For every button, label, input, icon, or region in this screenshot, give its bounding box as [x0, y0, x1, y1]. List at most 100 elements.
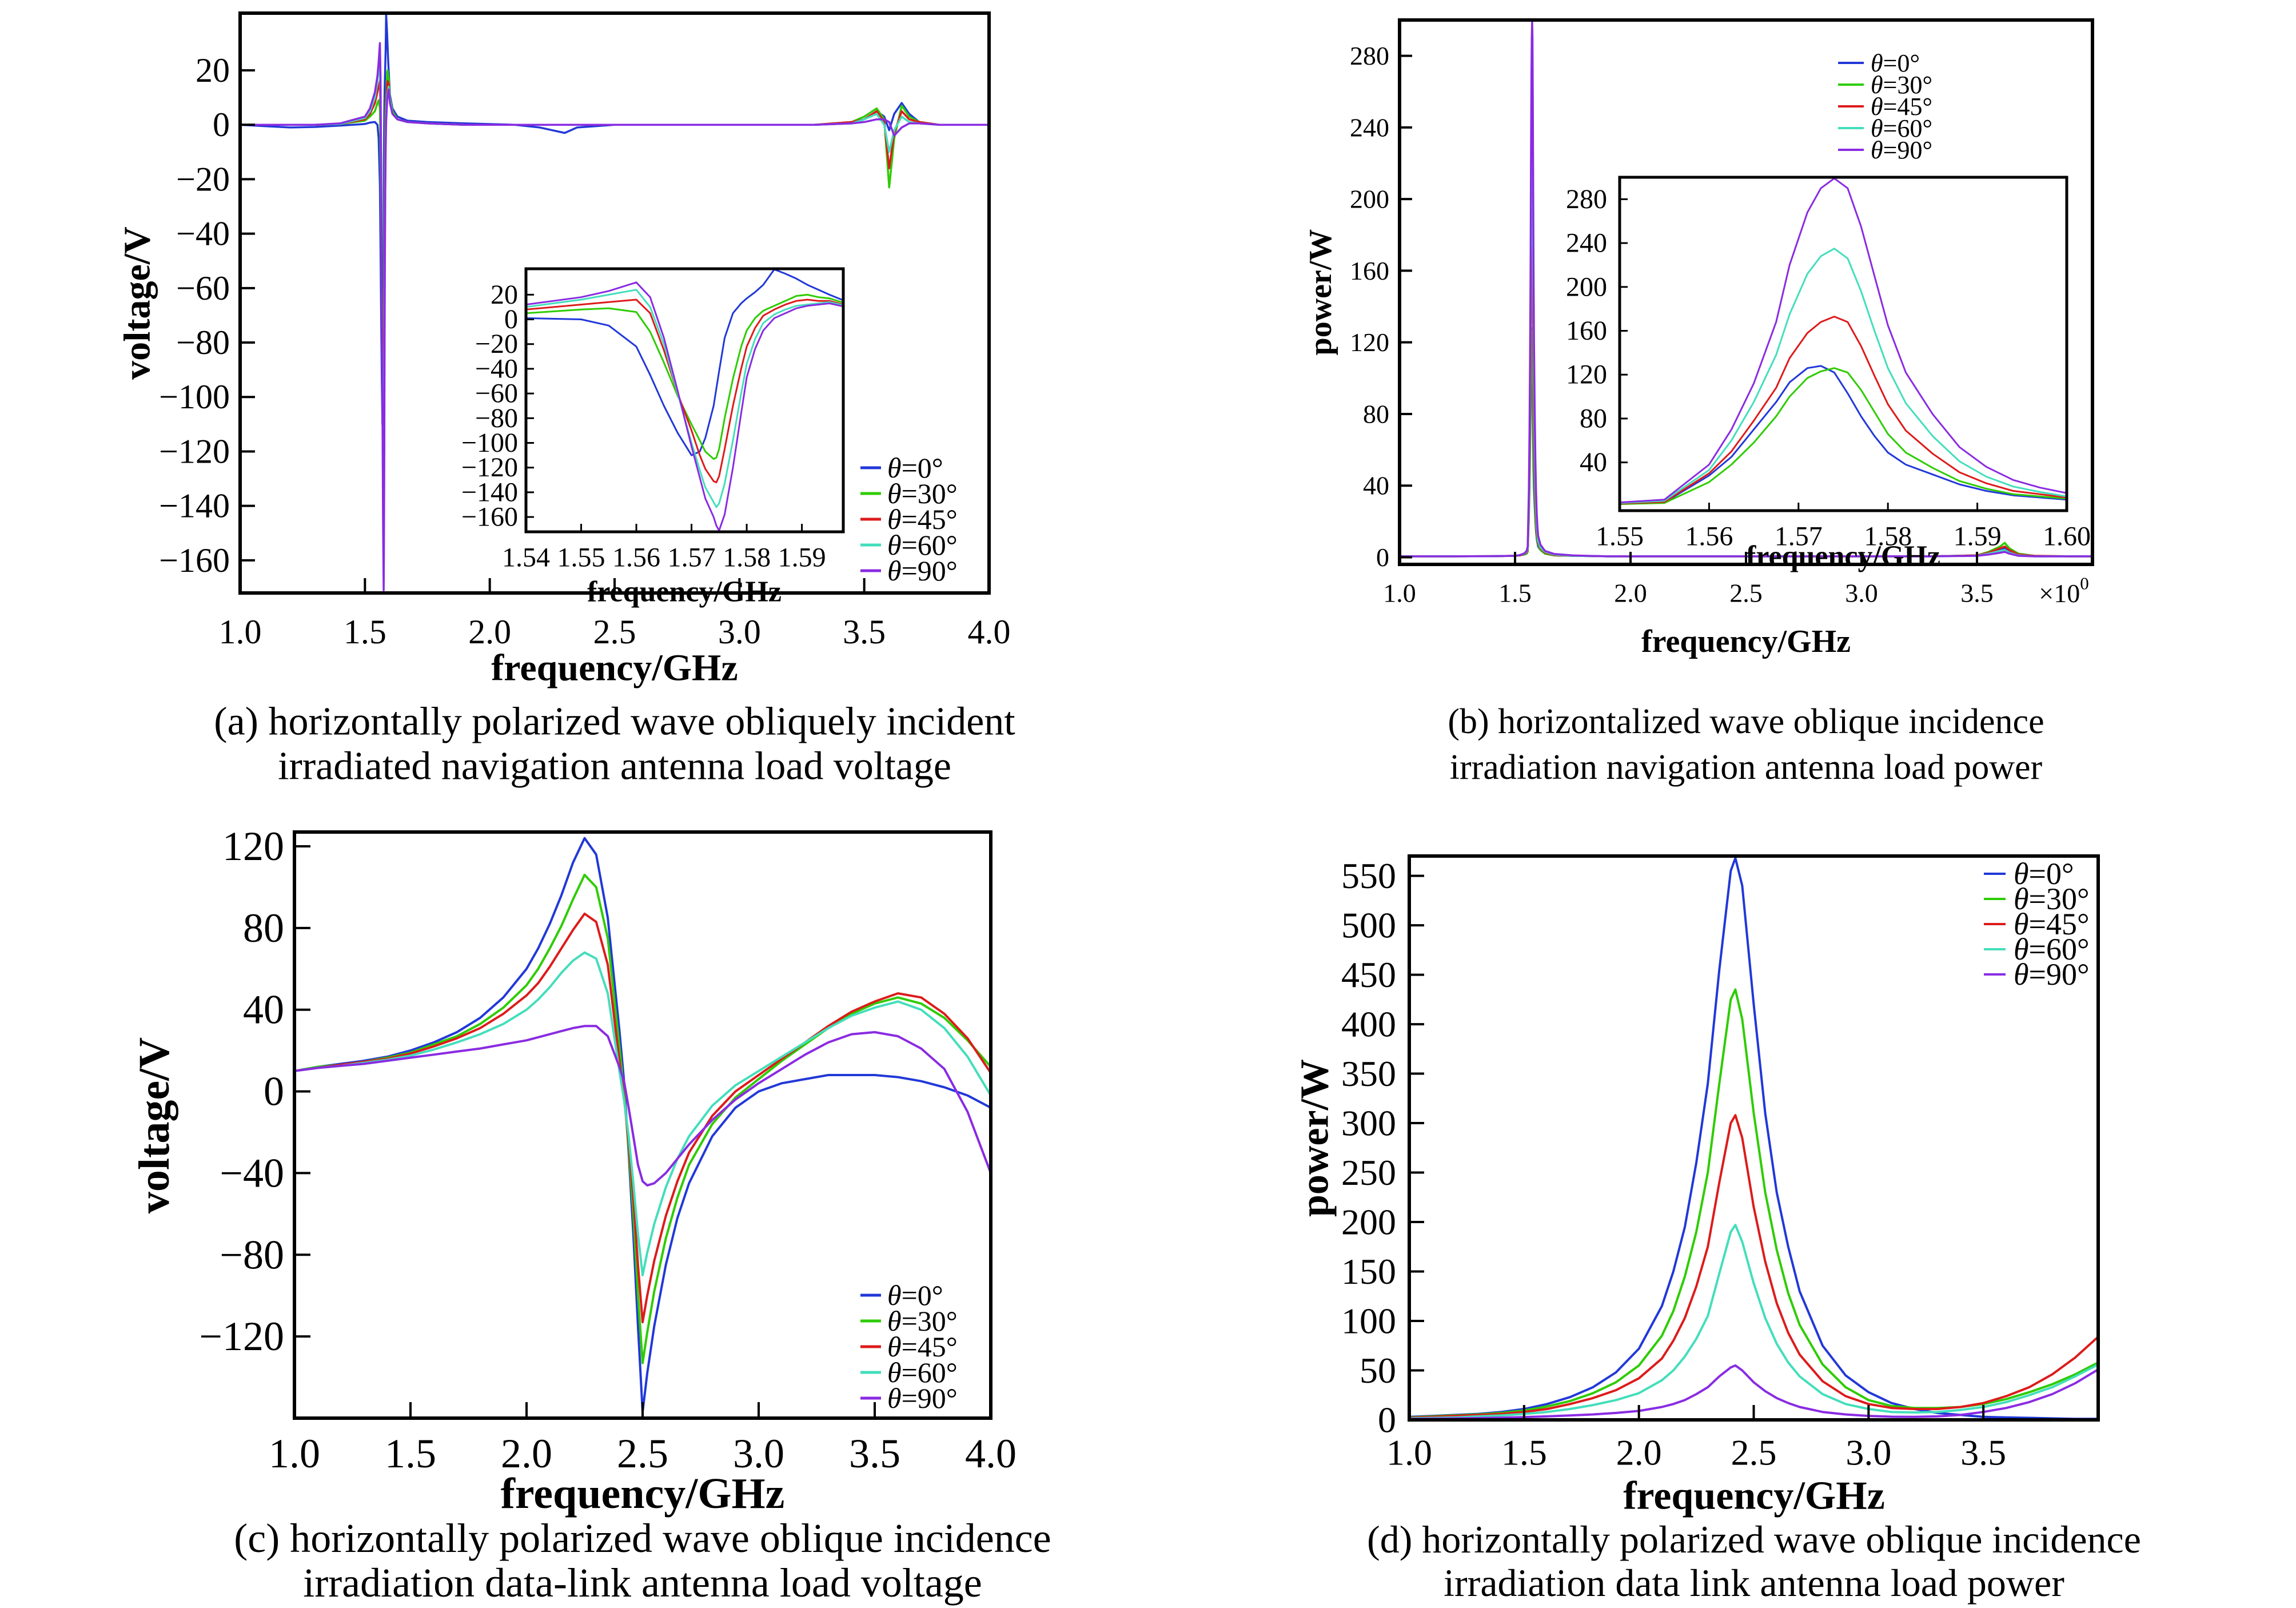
- plot-frame: [293, 830, 992, 1420]
- series-line-0: [294, 837, 991, 1414]
- caption-line-1: (a) horizontally polarized wave obliquel…: [214, 700, 1015, 744]
- inset-a: 1.54 1.55 1.56 1.57 1.58 1.59200−20−40−60−80−…: [461, 267, 845, 608]
- legend-label-0: θ=0°: [1871, 49, 1920, 77]
- x-axis-label: frequency/GHz: [1746, 540, 1940, 573]
- series-line-1: [294, 874, 991, 1364]
- caption-line-1: (b) horizontalized wave oblique incidenc…: [1448, 702, 2044, 741]
- series-group: [1409, 857, 2098, 1420]
- x-tick-label: 1.57: [668, 543, 716, 573]
- y-tick-label: −20: [176, 160, 230, 198]
- y-tick-label: −40: [475, 353, 518, 384]
- series-group: [1400, 21, 2092, 558]
- panel-d: 1.0 1.5 2.0 2.5 3.0 3.55505004504003503002502…: [1293, 854, 2141, 1605]
- y-tick-label: −60: [176, 269, 230, 307]
- y-tick-label: −80: [475, 403, 518, 433]
- y-tick-label: −160: [461, 502, 518, 532]
- series-line-2: [1409, 1114, 2098, 1419]
- x-tick-label: 3.5: [843, 613, 886, 651]
- x-tick-label: 1.59: [1954, 522, 2002, 552]
- x-tick-label: 3.5: [1960, 579, 1994, 608]
- series-group: [294, 837, 991, 1414]
- y-tick-label: 240: [1566, 228, 1607, 258]
- x-tick-label: 3.5: [1960, 1432, 2006, 1473]
- series-line-2: [294, 912, 991, 1324]
- legend-label-3: θ=60°: [887, 529, 958, 561]
- series-group: [526, 269, 843, 532]
- inset-bg: [526, 269, 843, 532]
- y-tick-label: 20: [196, 51, 230, 89]
- x-tick-label: 3.0: [1845, 1432, 1891, 1473]
- y-tick-label: 120: [222, 823, 284, 869]
- series-line-1: [1620, 367, 2067, 506]
- series-line-4: [294, 1025, 991, 1187]
- y-tick-label: 40: [1363, 471, 1389, 500]
- caption-line-2: irradiation data-link antenna load volta…: [303, 1560, 982, 1606]
- y-tick-label: −60: [475, 379, 518, 409]
- legend-label-2: θ=45°: [1871, 93, 1932, 121]
- series-line-0: [1409, 857, 2098, 1420]
- y-axis-label: power/W: [1303, 229, 1338, 356]
- legend-label-1: θ=30°: [1871, 71, 1932, 99]
- x-tick-label: 2.5: [1731, 1432, 1777, 1473]
- y-tick-label: 100: [1341, 1301, 1396, 1342]
- series-group: [1620, 177, 2067, 506]
- x-tick-label: 1.57: [1775, 522, 1823, 552]
- series-line-1: [526, 293, 843, 460]
- y-tick-label: 160: [1566, 316, 1607, 346]
- y-tick-label: 50: [1360, 1350, 1396, 1391]
- series-group: [240, 13, 989, 591]
- y-tick-label: 350: [1341, 1053, 1396, 1094]
- x-tick-label: 1.54: [502, 543, 550, 573]
- y-tick-label: 0: [213, 106, 230, 144]
- caption-line-2: irradiated navigation antenna load volta…: [278, 745, 951, 789]
- x-axis-multiplier: ×100: [2039, 573, 2088, 607]
- y-axis-label: power/W: [1293, 1059, 1337, 1217]
- caption-line-2: irradiation data link antenna load power: [1444, 1561, 2064, 1605]
- y-tick-label: 80: [1363, 399, 1389, 428]
- plot-frame: [1408, 854, 2100, 1422]
- y-tick-label: 400: [1341, 1004, 1396, 1045]
- legend-label-2: θ=45°: [887, 1331, 958, 1363]
- legend: θ=0°θ=30°θ=45°θ=60°θ=90°: [1838, 49, 1932, 164]
- x-tick-label: 3.5: [849, 1431, 900, 1476]
- series-line-4: [1409, 1364, 2098, 1420]
- x-tick-label: 2.5: [593, 613, 636, 651]
- y-tick-label: 200: [1350, 185, 1389, 214]
- x-tick-label: 1.58: [723, 543, 771, 573]
- caption-line-2: irradiation navigation antenna load powe…: [1450, 748, 2043, 787]
- x-tick-label: 4.0: [965, 1431, 1017, 1476]
- y-tick-label: −40: [176, 215, 230, 253]
- x-axis-label: frequency/GHz: [587, 576, 782, 608]
- y-tick-label: 0: [264, 1069, 284, 1115]
- y-tick-label: −140: [461, 477, 518, 507]
- panel-b: 1.0 1.5 2.0 2.5 3.0 3.5 280 240 200 160 120 80 40 0 fr…: [1303, 18, 2094, 787]
- x-tick-label: 1.55: [1596, 522, 1644, 552]
- y-tick-label: 0: [1376, 543, 1389, 572]
- y-tick-label: −100: [159, 378, 230, 416]
- legend-label-4: θ=90°: [1871, 136, 1932, 164]
- y-tick-label: 240: [1350, 113, 1389, 142]
- x-tick-label: 3.0: [718, 613, 761, 651]
- plot-frame: [1618, 176, 2068, 512]
- y-tick-label: 120: [1566, 360, 1607, 390]
- y-tick-label: 40: [243, 987, 284, 1033]
- y-axis-label: voltage/V: [117, 226, 158, 380]
- x-tick-label: 1.59: [778, 543, 826, 573]
- panel-a: 1.0 1.5 2.0 2.5 3.0 3.5 4.0200−20−40−60−80−100…: [117, 11, 1015, 789]
- x-tick-label: 1.0: [219, 613, 262, 651]
- x-tick-label: 1.0: [1386, 1432, 1432, 1473]
- y-tick-label: 160: [1350, 256, 1389, 285]
- y-tick-label: 80: [243, 905, 284, 951]
- legend-label-2: θ=45°: [887, 503, 958, 535]
- legend-label-3: θ=60°: [1871, 114, 1932, 142]
- legend-label-3: θ=60°: [887, 1356, 958, 1388]
- x-tick-label: 3.0: [1845, 579, 1878, 608]
- y-tick-label: 20: [491, 280, 518, 310]
- y-tick-label: −120: [461, 452, 518, 483]
- y-tick-label: 280: [1566, 184, 1607, 214]
- y-tick-label: −40: [220, 1150, 284, 1196]
- legend-label-0: θ=0°: [2014, 857, 2074, 891]
- y-tick-label: −100: [461, 428, 518, 458]
